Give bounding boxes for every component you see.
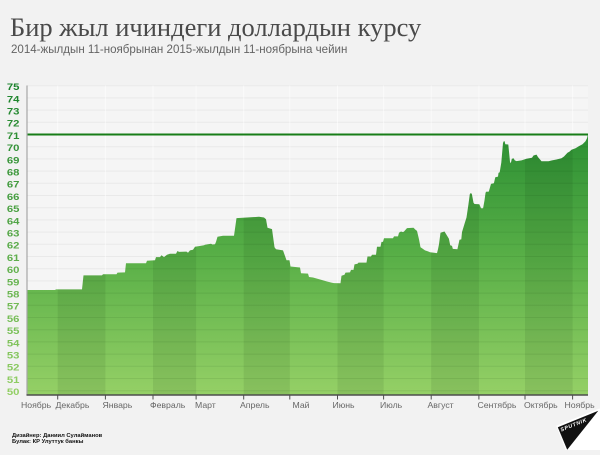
svg-text:Ноябрь: Ноябрь <box>565 400 596 410</box>
svg-text:67: 67 <box>7 180 20 190</box>
svg-text:Декабрь: Декабрь <box>56 400 90 410</box>
svg-text:62: 62 <box>7 241 20 251</box>
svg-text:71: 71 <box>7 131 20 141</box>
svg-text:63: 63 <box>7 229 20 239</box>
svg-text:58: 58 <box>7 290 20 300</box>
svg-text:69: 69 <box>7 155 20 165</box>
svg-text:50: 50 <box>7 387 20 397</box>
svg-text:74: 74 <box>7 94 20 104</box>
svg-text:Октябрь: Октябрь <box>524 400 558 410</box>
svg-text:Январь: Январь <box>103 400 133 410</box>
svg-text:64: 64 <box>7 216 20 226</box>
svg-text:51: 51 <box>7 375 20 385</box>
svg-text:68: 68 <box>7 168 20 178</box>
svg-text:Сентябрь: Сентябрь <box>478 400 517 410</box>
svg-text:Август: Август <box>428 400 454 410</box>
svg-text:54: 54 <box>7 338 20 348</box>
svg-text:52: 52 <box>7 363 20 373</box>
svg-text:61: 61 <box>7 253 20 263</box>
svg-text:Ноябрь: Ноябрь <box>21 400 52 410</box>
svg-text:59: 59 <box>7 277 20 287</box>
svg-text:66: 66 <box>7 192 20 202</box>
svg-text:Март: Март <box>195 400 216 410</box>
svg-text:Июль: Июль <box>380 400 403 410</box>
svg-text:75: 75 <box>7 82 20 92</box>
svg-text:72: 72 <box>7 119 20 129</box>
svg-text:56: 56 <box>7 314 20 324</box>
svg-text:Апрель: Апрель <box>240 400 270 410</box>
svg-text:70: 70 <box>7 143 20 153</box>
svg-text:53: 53 <box>7 351 20 361</box>
svg-text:73: 73 <box>7 107 20 117</box>
svg-text:Февраль: Февраль <box>150 400 186 410</box>
svg-text:Май: Май <box>293 400 310 410</box>
svg-text:57: 57 <box>7 302 20 312</box>
svg-text:55: 55 <box>7 326 20 336</box>
svg-text:65: 65 <box>7 204 20 214</box>
svg-text:Июнь: Июнь <box>333 400 356 410</box>
svg-text:60: 60 <box>7 265 20 275</box>
